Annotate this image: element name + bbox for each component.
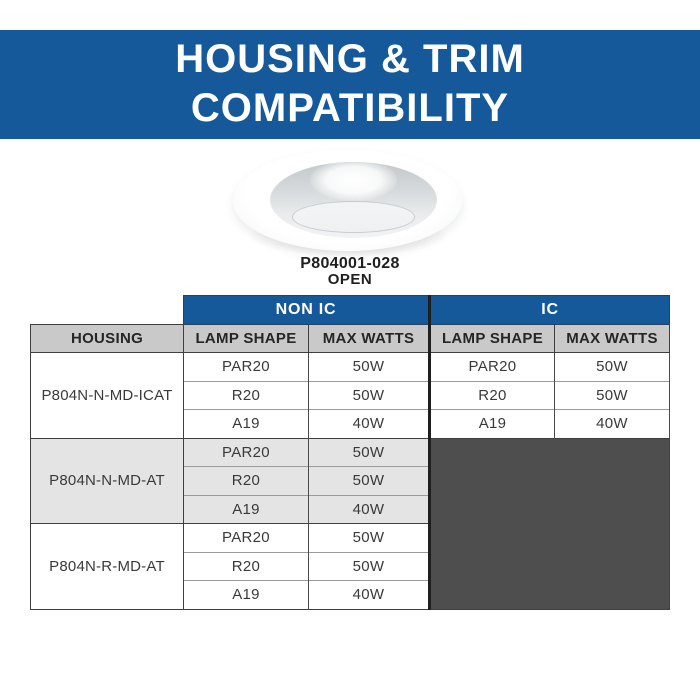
lamp-shape-cell: R20 bbox=[183, 551, 309, 581]
trim-product-photo bbox=[233, 146, 463, 258]
column-header-max-watts-ic: MAX WATTS bbox=[553, 323, 671, 353]
max-watts-cell: 50W bbox=[308, 380, 430, 410]
housing-cell: P804N-N-MD-ICAT bbox=[30, 352, 184, 439]
product-caption: P804001-028 OPEN bbox=[0, 255, 700, 288]
trim-reflector-cone bbox=[270, 162, 437, 238]
lamp-shape-cell: PAR20 bbox=[183, 523, 309, 552]
lamp-shape-cell: PAR20 bbox=[183, 437, 309, 467]
column-header-max-watts-non-ic: MAX WATTS bbox=[308, 323, 430, 353]
page-title-line1: HOUSING & TRIM bbox=[175, 37, 525, 81]
max-watts-cell: 50W bbox=[308, 551, 430, 581]
max-watts-cell: 40W bbox=[308, 409, 430, 438]
product-code: P804001-028 bbox=[300, 255, 400, 272]
page-title-line2: COMPATIBILITY bbox=[190, 86, 510, 130]
lamp-shape-cell: A19 bbox=[428, 409, 555, 438]
table-spacer bbox=[30, 295, 184, 324]
lamp-shape-cell: R20 bbox=[183, 466, 309, 495]
column-header-housing: HOUSING bbox=[30, 323, 184, 353]
lamp-shape-cell: PAR20 bbox=[183, 352, 309, 381]
max-watts-cell: 50W bbox=[553, 380, 671, 410]
max-watts-cell: 40W bbox=[553, 409, 671, 438]
housing-cell: P804N-N-MD-AT bbox=[30, 437, 184, 524]
max-watts-cell: 40W bbox=[308, 494, 430, 524]
lamp-shape-cell: R20 bbox=[428, 380, 555, 410]
lamp-shape-cell: A19 bbox=[183, 494, 309, 524]
section-header-non-ic: NON IC bbox=[183, 295, 430, 325]
lamp-shape-cell: PAR20 bbox=[428, 352, 555, 381]
max-watts-cell: 50W bbox=[308, 437, 430, 467]
max-watts-cell: 50W bbox=[308, 466, 430, 495]
max-watts-cell: 40W bbox=[308, 580, 430, 610]
compatibility-table: NON IC IC HOUSING LAMP SHAPE MAX WATTS L… bbox=[30, 295, 671, 610]
max-watts-cell: 50W bbox=[553, 352, 671, 381]
product-name: OPEN bbox=[327, 271, 373, 288]
max-watts-cell: 50W bbox=[308, 523, 430, 552]
trim-aperture-ring bbox=[291, 200, 416, 233]
title-banner: HOUSING & TRIM COMPATIBILITY bbox=[0, 30, 700, 139]
lamp-shape-cell: R20 bbox=[183, 380, 309, 410]
housing-cell: P804N-R-MD-AT bbox=[30, 523, 184, 610]
trim-highlight bbox=[310, 162, 397, 201]
lamp-shape-cell: A19 bbox=[183, 580, 309, 610]
max-watts-cell: 50W bbox=[308, 352, 430, 381]
column-header-lamp-shape-ic: LAMP SHAPE bbox=[428, 323, 555, 353]
column-header-lamp-shape-non-ic: LAMP SHAPE bbox=[183, 323, 309, 353]
section-header-ic: IC bbox=[427, 295, 671, 325]
ic-not-compatible-block bbox=[427, 437, 671, 610]
lamp-shape-cell: A19 bbox=[183, 409, 309, 438]
